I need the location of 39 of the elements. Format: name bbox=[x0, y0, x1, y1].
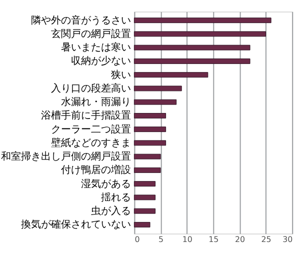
y-tick-label: 暑いまたは寒い bbox=[60, 42, 131, 54]
y-tick-label: 虫が入る bbox=[90, 205, 131, 218]
bar bbox=[134, 181, 156, 187]
bar bbox=[134, 154, 161, 160]
bar bbox=[134, 140, 166, 146]
bar bbox=[134, 72, 208, 78]
bar bbox=[134, 31, 266, 37]
bar bbox=[134, 126, 166, 132]
x-tick-label: 20 bbox=[234, 234, 245, 244]
x-tick-label: 30 bbox=[282, 234, 293, 244]
y-tick-label: 換気が確保されていない bbox=[20, 218, 131, 231]
y-tick-label: 揺れる bbox=[100, 191, 131, 204]
y-tick-label: クーラー二つ設置 bbox=[50, 123, 131, 136]
bar bbox=[134, 208, 156, 214]
y-tick-label: 付け鴨居の増設 bbox=[60, 164, 131, 176]
bar bbox=[134, 222, 150, 228]
y-tick-label: 入り口の段差高い bbox=[50, 82, 131, 94]
bar bbox=[134, 18, 272, 24]
x-tick-label: 25 bbox=[261, 234, 272, 244]
y-tick-label: 湿気がある bbox=[80, 178, 131, 190]
bar bbox=[134, 44, 250, 50]
bar bbox=[134, 99, 177, 105]
bar bbox=[134, 194, 156, 200]
y-tick-label: 水漏れ・雨漏り bbox=[60, 96, 131, 108]
x-tick-label: 0 bbox=[134, 234, 140, 244]
bar bbox=[134, 167, 161, 173]
y-tick-label: 狭い bbox=[110, 68, 131, 81]
x-tick-label: 5 bbox=[158, 234, 164, 244]
y-tick-label: 和室掃き出し戸側の網戸設置 bbox=[0, 150, 131, 163]
y-tick-label: 壁紙などのすきま bbox=[50, 136, 131, 149]
y-tick-label: 隣や外の音がうるさい bbox=[30, 14, 131, 26]
x-tick-label: 10 bbox=[182, 234, 192, 244]
x-tick-label: 15 bbox=[208, 234, 219, 244]
y-tick-label: 収納が少ない bbox=[70, 55, 131, 68]
y-tick-label: 玄関戸の網戸設置 bbox=[50, 28, 131, 40]
bar bbox=[134, 86, 182, 92]
bar bbox=[134, 112, 166, 118]
y-tick-label: 浴槽手前に手摺設置 bbox=[40, 110, 131, 122]
bar bbox=[134, 58, 250, 64]
